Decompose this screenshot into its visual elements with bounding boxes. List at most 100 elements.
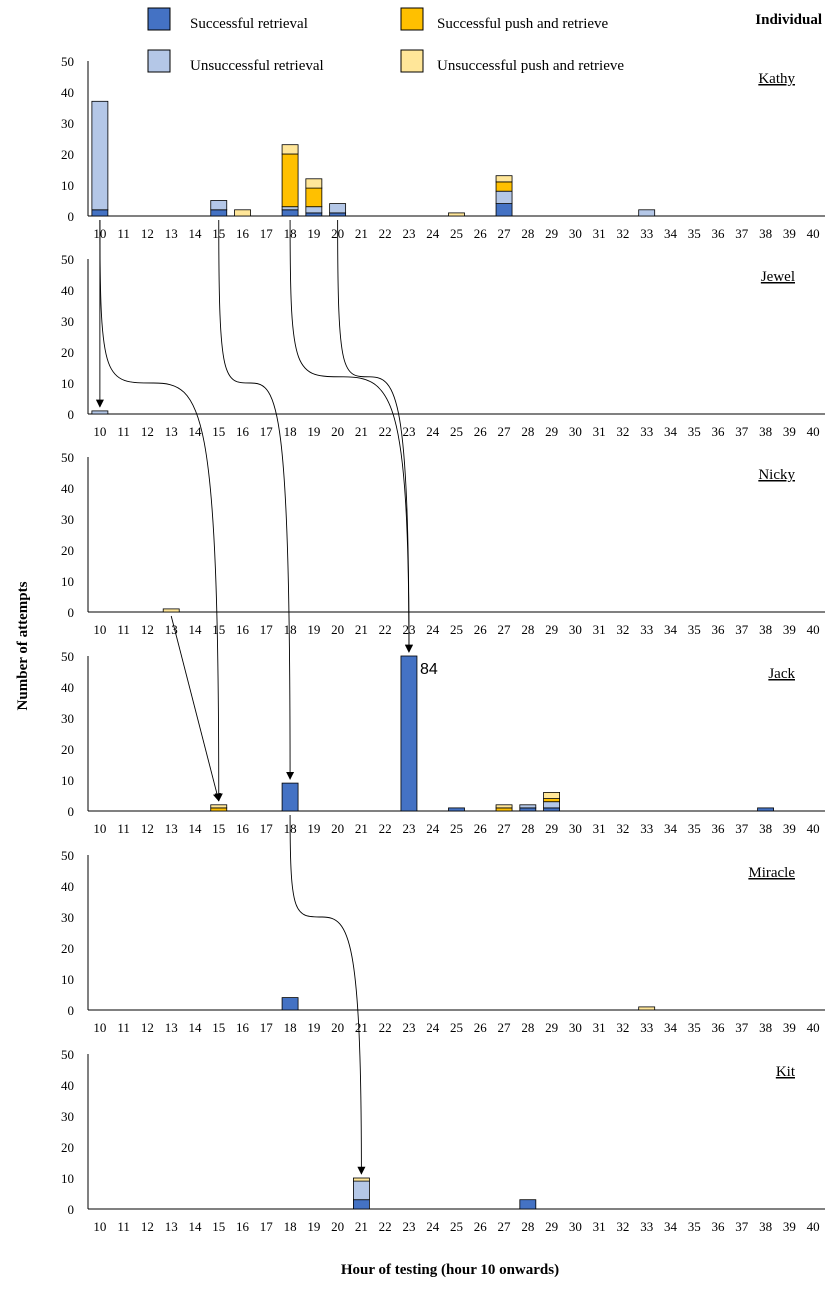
x-tick-label: 24 [426, 1219, 440, 1234]
x-tick-label: 25 [450, 424, 463, 439]
y-tick-label: 10 [61, 574, 74, 589]
x-tick-label: 37 [735, 1020, 749, 1035]
x-tick-label: 15 [212, 622, 225, 637]
x-tick-label: 17 [260, 226, 274, 241]
y-tick-label: 0 [68, 605, 75, 620]
x-tick-label: 14 [188, 821, 202, 836]
x-tick-label: 29 [545, 622, 558, 637]
x-tick-label: 31 [593, 622, 606, 637]
legend-swatch-sr [147, 7, 171, 31]
x-tick-label: 17 [260, 821, 274, 836]
legend-label-sr: Successful retrieval [190, 16, 308, 32]
x-tick-label: 28 [521, 821, 534, 836]
x-tick-label: 14 [188, 226, 202, 241]
y-tick-label: 40 [61, 879, 74, 894]
x-tick-label: 13 [165, 622, 178, 637]
x-tick-label: 34 [664, 821, 678, 836]
x-tick-label: 12 [141, 821, 154, 836]
x-tick-label: 34 [664, 1020, 678, 1035]
panel-name: Miracle [748, 865, 795, 881]
y-tick-label: 50 [61, 848, 74, 863]
x-tick-label: 32 [616, 821, 629, 836]
x-tick-label: 13 [165, 424, 178, 439]
x-tick-label: 30 [569, 226, 582, 241]
x-tick-label: 40 [807, 622, 820, 637]
x-tick-label: 13 [165, 226, 178, 241]
transmission-arrow-2 [218, 219, 295, 780]
x-tick-label: 17 [260, 424, 274, 439]
y-tick-label: 30 [61, 116, 74, 131]
x-tick-label: 34 [664, 1219, 678, 1234]
bar-segment-sp [210, 807, 228, 812]
x-tick-label: 15 [212, 424, 225, 439]
x-tick-label: 36 [712, 821, 726, 836]
x-tick-label: 35 [688, 821, 701, 836]
x-tick-label: 29 [545, 226, 558, 241]
legend-label-sp: Successful push and retrieve [437, 16, 609, 32]
x-tick-label: 36 [712, 1020, 726, 1035]
x-tick-label: 14 [188, 1020, 202, 1035]
legend-swatch-sp [400, 7, 424, 31]
x-tick-label: 38 [759, 226, 772, 241]
x-tick-label: 29 [545, 1219, 558, 1234]
x-tick-label: 24 [426, 821, 440, 836]
bar-segment-up [638, 1006, 656, 1011]
x-tick-label: 36 [712, 424, 726, 439]
x-tick-label: 16 [236, 622, 250, 637]
bar-segment-sp [281, 153, 299, 208]
y-tick-label: 10 [61, 178, 74, 193]
x-tick-label: 23 [402, 424, 415, 439]
x-tick-label: 31 [593, 1020, 606, 1035]
x-tick-label: 24 [426, 226, 440, 241]
bar-segment-up [162, 608, 180, 613]
x-tick-label: 25 [450, 821, 463, 836]
bar-segment-ur [91, 410, 109, 415]
x-tick-label: 22 [379, 622, 392, 637]
x-tick-label: 26 [474, 1219, 488, 1234]
x-tick-label: 33 [640, 424, 653, 439]
x-tick-label: 23 [402, 1219, 415, 1234]
bar-segment-up [448, 212, 465, 217]
x-tick-label: 38 [759, 1219, 772, 1234]
bar-segment-ur [91, 100, 109, 211]
x-tick-label: 36 [712, 1219, 726, 1234]
panel-name: Nicky [758, 467, 795, 483]
bar-segment-sr [329, 212, 347, 217]
bar-segment-sr [519, 1199, 537, 1210]
bar-segment-sp [305, 187, 323, 208]
bar-segment-sr [495, 203, 513, 217]
y-tick-label: 50 [61, 1047, 74, 1062]
x-tick-label: 11 [117, 622, 130, 637]
legend-label-ur: Unsuccessful retrieval [190, 58, 324, 74]
x-tick-label: 39 [783, 821, 796, 836]
x-tick-label: 10 [93, 1020, 106, 1035]
x-tick-label: 20 [331, 1219, 344, 1234]
bar-segment-ur [519, 804, 537, 809]
bar-segment-ur [638, 209, 656, 217]
y-tick-label: 0 [68, 1202, 75, 1217]
legend-swatch-up [400, 49, 424, 73]
x-tick-label: 16 [236, 1020, 250, 1035]
transmission-arrow-3 [289, 219, 414, 653]
panel-miracle: 0 10 20 30 40 50 10 11 12 13 14 15 16 17 18 19 20 21 22 23 2… [61, 848, 825, 1035]
x-tick-label: 12 [141, 622, 154, 637]
x-tick-label: 39 [783, 1219, 796, 1234]
bar-segment-up [353, 1177, 370, 1182]
transmission-arrow-5 [170, 615, 221, 802]
x-tick-label: 19 [307, 226, 320, 241]
x-tick-label: 12 [141, 1219, 154, 1234]
panel-name: Jewel [761, 269, 795, 285]
x-tick-label: 21 [355, 821, 368, 836]
x-tick-label: 34 [664, 424, 678, 439]
x-tick-label: 34 [664, 622, 678, 637]
x-tick-label: 32 [616, 622, 629, 637]
x-tick-label: 17 [260, 1219, 274, 1234]
x-tick-label: 22 [379, 1219, 392, 1234]
x-tick-label: 40 [807, 821, 820, 836]
x-tick-label: 37 [735, 1219, 749, 1234]
x-tick-label: 16 [236, 424, 250, 439]
x-tick-label: 11 [117, 1219, 130, 1234]
transmission-arrow-6 [289, 814, 366, 1175]
x-tick-label: 25 [450, 1219, 463, 1234]
x-tick-label: 39 [783, 424, 796, 439]
